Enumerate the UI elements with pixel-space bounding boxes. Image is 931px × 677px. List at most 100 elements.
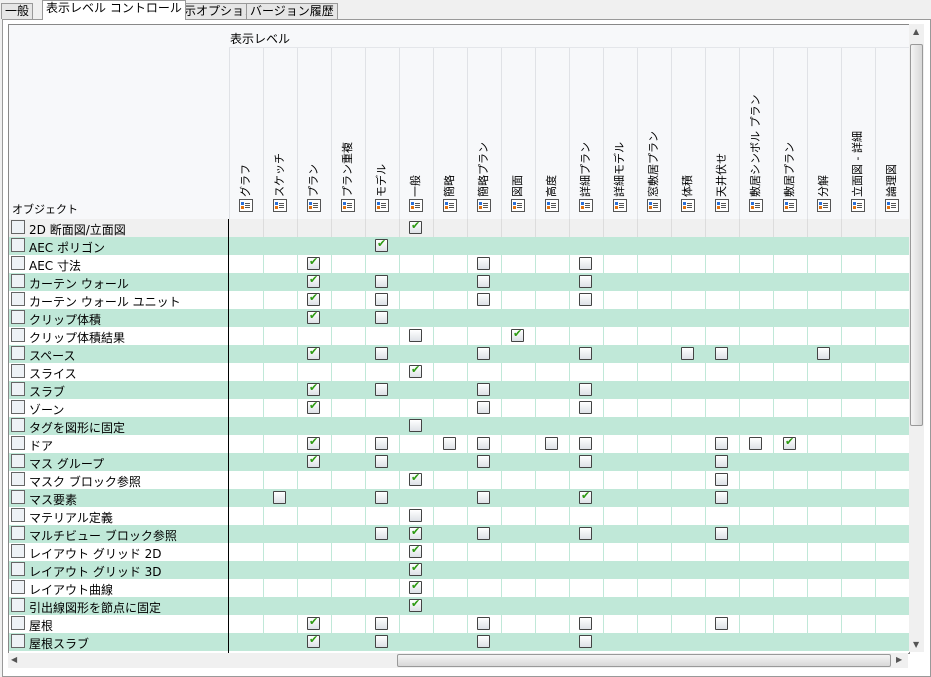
display-checkbox[interactable] [307,435,320,450]
display-checkbox[interactable] [579,347,592,360]
column-header[interactable]: スケッチ [273,153,286,197]
display-checkbox[interactable] [409,561,422,576]
display-checkbox[interactable] [715,437,728,450]
display-checkbox[interactable] [409,509,422,522]
display-checkbox[interactable] [409,419,422,432]
display-checkbox[interactable] [409,579,422,594]
display-checkbox[interactable] [477,401,490,414]
display-checkbox[interactable] [273,491,286,504]
display-checkbox[interactable] [579,383,592,396]
display-checkbox[interactable] [375,237,388,252]
display-rep-icon[interactable] [579,199,593,212]
display-rep-icon[interactable] [681,199,695,212]
display-checkbox[interactable] [307,399,320,414]
display-checkbox[interactable] [409,525,422,540]
table-row[interactable]: 2D 断面図/立面図 [9,219,909,237]
scroll-right-icon[interactable]: ▶ [896,655,903,664]
column-header[interactable]: 詳細モデル [613,142,626,197]
display-checkbox[interactable] [375,455,388,468]
column-header[interactable]: プラン [307,164,320,197]
display-checkbox[interactable] [477,293,490,306]
horizontal-scrollbar[interactable]: ◀ ▶ [8,653,908,668]
column-header[interactable]: 一般 [409,175,422,197]
display-checkbox[interactable] [375,275,388,288]
display-checkbox[interactable] [307,255,320,270]
display-checkbox[interactable] [579,401,592,414]
display-rep-icon[interactable] [749,199,763,212]
display-rep-icon[interactable] [511,199,525,212]
display-checkbox[interactable] [375,311,388,324]
column-header[interactable]: 立面図 - 詳細 [851,131,864,197]
display-checkbox[interactable] [409,219,422,234]
table-row[interactable]: AEC 寸法 [9,255,909,273]
display-checkbox[interactable] [375,635,388,648]
display-checkbox[interactable] [749,437,762,450]
display-checkbox[interactable] [307,345,320,360]
table-row[interactable]: スペース [9,345,909,363]
display-checkbox[interactable] [715,473,728,486]
display-checkbox[interactable] [307,291,320,306]
display-rep-icon[interactable] [477,199,491,212]
display-checkbox[interactable] [477,347,490,360]
display-checkbox[interactable] [579,257,592,270]
display-rep-icon[interactable] [715,199,729,212]
column-header[interactable]: 分解 [817,175,830,197]
display-checkbox[interactable] [715,527,728,540]
display-checkbox[interactable] [715,491,728,504]
display-checkbox[interactable] [477,383,490,396]
display-checkbox[interactable] [477,275,490,288]
table-row[interactable]: レイアウト グリッド 3D [9,561,909,579]
table-row[interactable]: マルチビュー ブロック参照 [9,525,909,543]
display-checkbox[interactable] [715,347,728,360]
display-checkbox[interactable] [307,273,320,288]
display-rep-icon[interactable] [783,199,797,212]
display-rep-icon[interactable] [885,199,899,212]
display-checkbox[interactable] [477,527,490,540]
display-checkbox[interactable] [579,437,592,450]
display-checkbox[interactable] [511,327,524,342]
display-checkbox[interactable] [715,617,728,630]
display-checkbox[interactable] [579,293,592,306]
display-checkbox[interactable] [579,527,592,540]
table-row[interactable]: ゾーン [9,399,909,417]
display-rep-icon[interactable] [307,199,321,212]
tab-display-control[interactable]: 表示レベル コントロール [42,0,186,20]
display-checkbox[interactable] [477,617,490,630]
display-checkbox[interactable] [477,491,490,504]
vertical-scrollbar[interactable]: ▲ ▼ [909,24,924,652]
table-row[interactable]: カーテン ウォール [9,273,909,291]
display-checkbox[interactable] [375,527,388,540]
display-rep-icon[interactable] [817,199,831,212]
tab-general[interactable]: 一般 [1,3,34,19]
display-rep-icon[interactable] [613,199,627,212]
table-row[interactable]: マテリアル定義 [9,507,909,525]
column-header[interactable]: 敷居プラン [783,142,796,197]
table-row[interactable]: レイアウト グリッド 2D [9,543,909,561]
tab-version-history[interactable]: バージョン履歴 [246,3,338,19]
display-checkbox[interactable] [307,453,320,468]
display-checkbox[interactable] [375,491,388,504]
table-row[interactable]: スラブ [9,381,909,399]
column-header[interactable]: 体積 [681,175,694,197]
display-rep-icon[interactable] [443,199,457,212]
column-header[interactable]: 論理図 [885,164,898,197]
column-header[interactable]: 簡略 [443,175,456,197]
scroll-up-icon[interactable]: ▲ [913,27,920,36]
display-rep-icon[interactable] [647,199,661,212]
display-checkbox[interactable] [375,293,388,306]
vertical-scroll-thumb[interactable] [910,44,923,426]
display-checkbox[interactable] [307,633,320,648]
display-checkbox[interactable] [409,329,422,342]
horizontal-scroll-thumb[interactable] [397,654,891,667]
display-rep-icon[interactable] [375,199,389,212]
display-checkbox[interactable] [579,489,592,504]
table-row[interactable]: マス要素 [9,489,909,507]
display-checkbox[interactable] [579,275,592,288]
display-checkbox[interactable] [409,597,422,612]
column-header[interactable]: 詳細プラン [579,142,592,197]
column-header[interactable]: プラン重複 [341,142,354,197]
table-row[interactable]: マス グループ [9,453,909,471]
column-header[interactable]: 窓敷居プラン [647,131,660,197]
display-checkbox[interactable] [375,347,388,360]
display-checkbox[interactable] [375,383,388,396]
